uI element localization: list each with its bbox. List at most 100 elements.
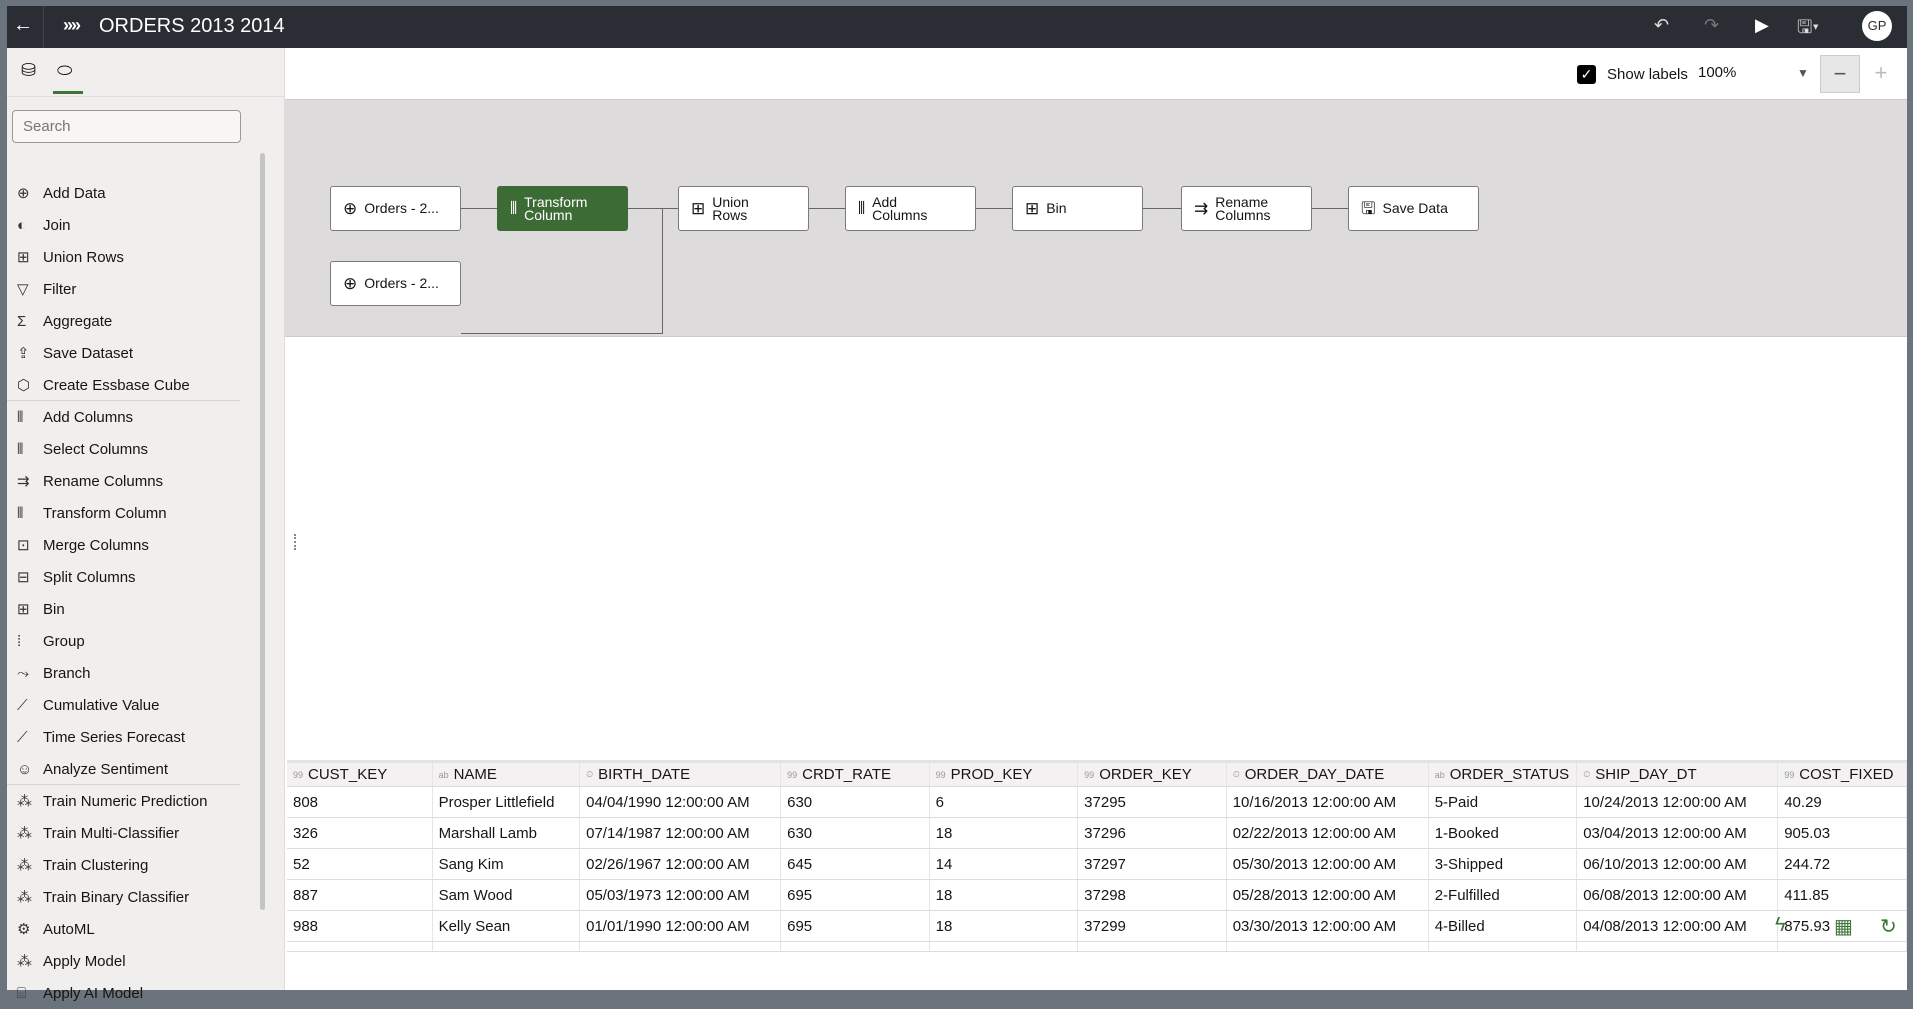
flow-node-save-data[interactable]: 🖫 Save Data <box>1348 186 1479 231</box>
data-icon[interactable]: ⛁ <box>21 60 37 80</box>
column-type-icon: ⏲ <box>586 769 594 779</box>
save-icon[interactable]: 🖫▾ <box>1797 17 1819 37</box>
sidebar-item-bin[interactable]: ⊞ Bin <box>17 593 247 625</box>
zoom-out-button[interactable]: − <box>1820 55 1860 93</box>
table-cell: 10/16/2013 12:00:00 AM <box>1227 787 1429 817</box>
flow-canvas[interactable]: ⊕ Orders - 2... ⫴ Transform Column ⊞ Union Rows… <box>285 100 1907 337</box>
flow-node-rename-columns[interactable]: ⇉ Rename Columns <box>1181 186 1312 231</box>
zoom-level[interactable]: 100% <box>1698 64 1737 81</box>
back-arrow-icon[interactable]: ← <box>13 14 33 36</box>
table-cell: 875.93 <box>1778 911 1907 941</box>
flow-node-union-rows[interactable]: ⊞ Union Rows <box>678 186 809 231</box>
column-header[interactable]: 99 ORDER_KEY <box>1078 763 1227 786</box>
zoom-in-button[interactable]: + <box>1874 60 1888 85</box>
node-label-line1: Transform <box>524 193 588 210</box>
table-row: 808 Prosper Littlefield 04/04/1990 12:00:0… <box>287 787 1907 818</box>
table-cell: 6 <box>930 787 1079 817</box>
sidebar-item-filter[interactable]: ▽ Filter <box>17 273 247 305</box>
table-cell: 04/04/1990 12:00:00 AM <box>580 787 782 817</box>
avatar[interactable]: GP <box>1862 11 1892 41</box>
active-tab-indicator <box>53 91 83 94</box>
sidebar-item-automl[interactable]: ⚙ AutoML <box>17 913 247 945</box>
table-cell: 06/08/2013 12:00:00 AM <box>1577 880 1779 910</box>
divider <box>7 96 285 97</box>
table-cell: 10/24/2013 12:00:00 AM <box>1577 787 1779 817</box>
node-label-line2: Rows <box>712 206 748 223</box>
step-icon: ⚙ <box>17 921 31 938</box>
node-label: Rename Columns <box>1215 195 1270 222</box>
table-cell: 905.03 <box>1778 818 1907 848</box>
column-header[interactable]: 99 CUST_KEY <box>287 763 433 786</box>
column-header[interactable]: ⏲ ORDER_DAY_DATE <box>1227 763 1429 786</box>
step-icon: ⁂ <box>17 953 32 970</box>
table-view-icon[interactable]: ▦ <box>1834 916 1853 938</box>
flow-node-orders-2-[interactable]: ⊕ Orders - 2... <box>330 186 461 231</box>
table-row: 988 Kelly Sean 01/01/1990 12:00:00 AM 695 18… <box>287 911 1907 942</box>
node-label-line1: Add <box>872 193 898 210</box>
undo-icon[interactable]: ↶ <box>1654 15 1670 35</box>
node-label: Save Data <box>1382 201 1447 215</box>
sidebar-item-cumulative-value[interactable]: ⟋ Cumulative Value <box>17 689 247 721</box>
sidebar-item-apply-ai-model[interactable]: ⌸ Apply AI Model <box>17 977 247 1009</box>
table-cell: 326 <box>287 818 433 848</box>
sidebar-item-group[interactable]: ⁞ Group <box>17 625 247 657</box>
sidebar-item-merge-columns[interactable]: ⊡ Merge Columns <box>17 529 247 561</box>
sidebar-item-label: Aggregate <box>43 312 113 330</box>
show-labels-checkbox[interactable]: ✓ <box>1577 65 1596 84</box>
sidebar-scrollbar[interactable] <box>260 153 265 910</box>
sidebar-item-train-multi-classifier[interactable]: ⁂ Train Multi-Classifier <box>17 817 247 849</box>
run-icon[interactable]: ▶ <box>1755 15 1769 35</box>
step-icon: ⌸ <box>17 984 27 1002</box>
column-header[interactable]: ⏲ SHIP_DAY_DT <box>1577 763 1779 786</box>
column-header[interactable]: 99 COST_FIXED <box>1778 763 1907 786</box>
node-label-line2: Column <box>524 206 573 223</box>
dataflow-steps-icon[interactable]: ⬭ <box>57 60 73 80</box>
sidebar-item-label: Transform Column <box>43 504 167 522</box>
resize-handle[interactable] <box>294 534 296 550</box>
redo-icon[interactable]: ↷ <box>1704 15 1720 35</box>
sidebar-item-split-columns[interactable]: ⊟ Split Columns <box>17 561 247 593</box>
sidebar-item-union-rows[interactable]: ⊞ Union Rows <box>17 241 247 273</box>
flow-node-add-columns[interactable]: ⫴ Add Columns <box>845 186 976 231</box>
sidebar-item-add-data[interactable]: ⊕ Add Data <box>17 177 247 209</box>
column-header[interactable]: ab NAME <box>433 763 581 786</box>
column-header[interactable]: ab ORDER_STATUS <box>1429 763 1578 786</box>
sidebar-item-train-clustering[interactable]: ⁂ Train Clustering <box>17 849 247 881</box>
sidebar-item-join[interactable]: ◐ Join <box>17 209 247 241</box>
sidebar-item-label: Split Columns <box>43 568 136 586</box>
sidebar-item-create-essbase-cube[interactable]: ⬡ Create Essbase Cube <box>17 369 247 401</box>
table-cell: 988 <box>287 911 433 941</box>
column-header[interactable]: 99 CRDT_RATE <box>781 763 930 786</box>
table-cell: 37299 <box>1078 911 1227 941</box>
sidebar-item-aggregate[interactable]: Σ Aggregate <box>17 305 247 337</box>
column-header[interactable]: ⏲ BIRTH_DATE <box>580 763 782 786</box>
sidebar-item-time-series-forecast[interactable]: ⟋ Time Series Forecast <box>17 721 247 753</box>
flow-node-orders-2-[interactable]: ⊕ Orders - 2... <box>330 261 461 306</box>
flow-node-transform-column[interactable]: ⫴ Transform Column <box>497 186 628 231</box>
column-name: PROD_KEY <box>950 766 1033 783</box>
chevron-down-icon[interactable]: ▼ <box>1797 66 1809 80</box>
sidebar-item-add-columns[interactable]: ⫴ Add Columns <box>17 401 247 433</box>
search-input[interactable] <box>12 110 241 143</box>
table-cell: 1-Booked <box>1429 818 1578 848</box>
sidebar-item-transform-column[interactable]: ⫴ Transform Column <box>17 497 247 529</box>
table-cell: 5-Paid <box>1429 787 1578 817</box>
node-label-line1: Bin <box>1046 200 1067 216</box>
sidebar-item-branch[interactable]: ⤳ Branch <box>17 657 247 689</box>
column-header[interactable]: 99 PROD_KEY <box>930 763 1079 786</box>
sidebar-item-analyze-sentiment[interactable]: ☺ Analyze Sentiment <box>17 753 247 785</box>
step-icon: ⫴ <box>17 440 24 458</box>
sidebar-item-train-numeric-prediction[interactable]: ⁂ Train Numeric Prediction <box>17 785 247 817</box>
table-cell <box>1778 942 1907 951</box>
column-type-icon: ⏲ <box>1232 769 1240 779</box>
sidebar-item-rename-columns[interactable]: ⇉ Rename Columns <box>17 465 247 497</box>
quick-actions-icon[interactable]: ϟ <box>1775 914 1786 936</box>
sidebar-item-select-columns[interactable]: ⫴ Select Columns <box>17 433 247 465</box>
sidebar-item-apply-model[interactable]: ⁂ Apply Model <box>17 945 247 977</box>
flow-node-bin[interactable]: ⊞ Bin <box>1012 186 1143 231</box>
sidebar-item-save-dataset[interactable]: ⇪ Save Dataset <box>17 337 247 369</box>
page-title: ORDERS 2013 2014 <box>99 15 285 37</box>
table-row: 887 Sam Wood 05/03/1973 12:00:00 AM 695 18 37… <box>287 880 1907 911</box>
refresh-icon[interactable]: ↻ <box>1880 916 1897 938</box>
sidebar-item-train-binary-classifier[interactable]: ⁂ Train Binary Classifier <box>17 881 247 913</box>
